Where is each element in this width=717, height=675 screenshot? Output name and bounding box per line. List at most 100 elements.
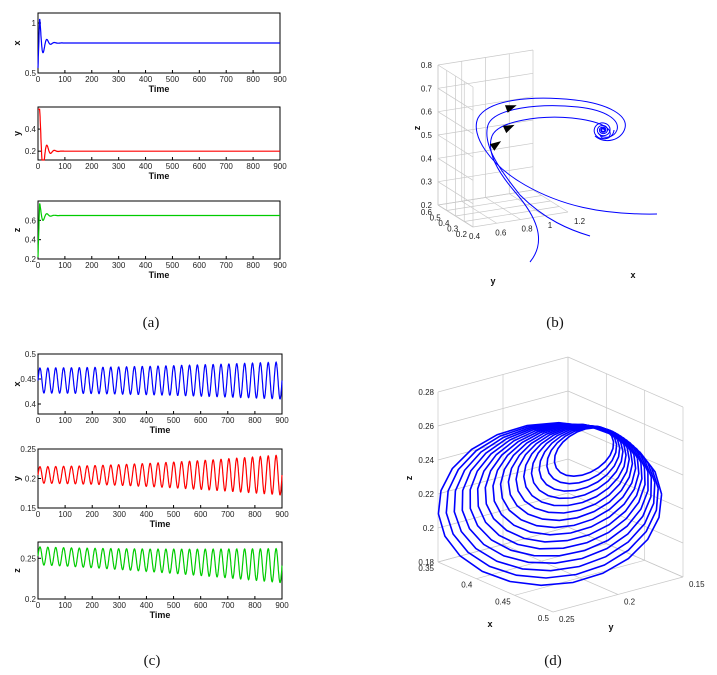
panel-c-xtick-label: 800 (248, 601, 262, 610)
panel-a-xtick-label: 400 (139, 75, 153, 84)
panel-a-xlabel: Time (149, 84, 170, 94)
panel-c-xtick-label: 800 (248, 510, 262, 519)
panel-a-xtick-label: 400 (139, 162, 153, 171)
panel-b-grid-line (464, 206, 560, 222)
panel-d-zlabel: z (404, 475, 414, 480)
panel-a-xtick-label: 500 (166, 162, 180, 171)
panel-b-ytick-label: 0.3 (447, 225, 459, 234)
panel-c-ytick-label: 0.25 (20, 554, 36, 563)
panel-a-xlabel: Time (149, 171, 170, 181)
panel-a-xtick-label: 900 (273, 162, 287, 171)
panel-d-xtick-label: 0.35 (418, 564, 434, 573)
panel-b-spiral (593, 122, 615, 140)
panel-b-ytick-label: 0.4 (438, 219, 450, 228)
panel-c-xtick-label: 500 (167, 510, 181, 519)
panel-c-xtick-label: 100 (58, 601, 72, 610)
panel-c-subplot-y: 0 100 200 300 400 500 600 700 800 900 Time 0.15 0.2 0… (12, 445, 289, 529)
panel-b-ytick-label: 0.5 (430, 214, 442, 223)
panel-c-ylabel: y (12, 476, 22, 481)
panel-b-ytick-label: 0.6 (421, 208, 433, 217)
panel-c-ytick-label: 0.45 (20, 375, 36, 384)
panel-b-trajectory (475, 97, 658, 215)
panel-a-ylabel: x (12, 40, 22, 45)
panel-c-xtick-label: 200 (86, 601, 100, 610)
panel-c-xlabel: Time (150, 610, 171, 620)
panel-a-axes-y (37, 106, 281, 161)
panel-a-xtick-label: 800 (246, 75, 260, 84)
panel-c-xtick-label: 700 (221, 601, 235, 610)
panel-a-xtick-label: 500 (166, 261, 180, 270)
panel-c-ytick-label: 0.2 (25, 595, 37, 604)
panel-a-series-y (38, 108, 280, 161)
panel-b-ztick-label: 0.6 (421, 108, 433, 117)
panel-a-xtick-label: 800 (246, 162, 260, 171)
caption-a: (a) (143, 315, 160, 331)
panel-a-axes-z (37, 200, 281, 260)
panel-a-ytick-label: 0.2 (25, 147, 37, 156)
panel-c-xtick-label: 600 (194, 601, 208, 610)
panel-a-ytick-label: 0.6 (25, 216, 37, 225)
panel-c-xtick-label: 700 (221, 416, 235, 425)
panel-a-xtick-label: 600 (193, 75, 207, 84)
panel-c-xtick-label: 900 (275, 416, 289, 425)
panel-d-ztick-label: 0.28 (418, 388, 434, 397)
panel-c-ytick-label: 0.2 (25, 475, 37, 484)
panel-c-xlabel: Time (150, 519, 171, 529)
panel-c-xtick-label: 400 (140, 510, 154, 519)
panel-d-ylabel: y (608, 622, 613, 632)
panel-b-xtick-label: 1.2 (574, 217, 586, 226)
panel-a-xtick-label: 900 (273, 261, 287, 270)
panel-a-xtick-label: 700 (220, 75, 234, 84)
panel-b-ztick-label: 0.5 (421, 131, 433, 140)
panel-d-grid-line (437, 356, 569, 393)
panel-b-grid-line (437, 88, 474, 111)
panel-c-series-z (37, 546, 283, 584)
panel-a-xtick-label: 700 (220, 261, 234, 270)
panel-a-xtick-label: 100 (58, 75, 72, 84)
panel-c-xtick-label: 500 (167, 601, 181, 610)
panel-b-grid-line (437, 96, 534, 113)
panel-b-ztick-label: 0.3 (421, 178, 433, 187)
panel-c-subplot-z: 0 100 200 300 400 500 600 700 800 900 Time 0.2 0.25 z (12, 541, 289, 620)
panel-a-xtick-label: 900 (273, 75, 287, 84)
panel-b-ytick-label: 0.2 (456, 230, 468, 239)
panel-a-xtick-label: 100 (58, 261, 72, 270)
panel-a-xtick-label: 0 (36, 162, 41, 171)
panel-c-ytick-label: 0.15 (20, 504, 36, 513)
panel-a-xtick-label: 500 (166, 75, 180, 84)
panel-c-xtick-label: 0 (36, 510, 41, 519)
panel-b-xlabel: x (630, 270, 635, 280)
panel-b-ztick-label: 0.2 (421, 201, 433, 210)
panel-a-xtick-label: 300 (112, 261, 126, 270)
panel-b-direction-arrow (504, 105, 517, 113)
panel-a-xtick-label: 600 (193, 162, 207, 171)
panel-d-grid-line (437, 390, 569, 427)
panel-b-ylabel: y (490, 276, 495, 286)
panel-b-ztick-label: 0.7 (421, 84, 433, 93)
panel-a-xtick-label: 800 (246, 261, 260, 270)
panel-a-ytick-label: 0.2 (25, 255, 37, 264)
panel-a-ytick-label: 0.4 (25, 236, 37, 245)
panel-a-ylabel: z (12, 227, 22, 232)
panel-c-xtick-label: 500 (167, 416, 181, 425)
panel-d-grid-line (567, 356, 684, 408)
panel-a-ytick-label: 1 (32, 19, 37, 28)
panel-a-xtick-label: 400 (139, 261, 153, 270)
panel-c-xtick-label: 100 (58, 510, 72, 519)
panel-c-xtick-label: 200 (86, 416, 100, 425)
panel-a-subplot-x: 0 100 200 300 400 500 600 700 800 900 Time 0.5 1 x (12, 12, 287, 94)
caption-d: (d) (544, 653, 562, 669)
panel-b-grid-line (437, 111, 474, 134)
panel-c-xtick-label: 600 (194, 416, 208, 425)
panel-c-xtick-label: 900 (275, 601, 289, 610)
panel-c-xtick-label: 800 (248, 416, 262, 425)
panel-a-xtick-label: 200 (85, 162, 99, 171)
panel-d-loop (437, 421, 663, 587)
caption-c: (c) (144, 653, 161, 669)
panel-a-xtick-label: 0 (36, 75, 41, 84)
panel-c-xtick-label: 200 (86, 510, 100, 519)
panel-d-ztick-label: 0.26 (418, 422, 434, 431)
panel-d-phase-portrait: 0.18 0.2 0.22 0.24 0.26 0.28 0.35 0.4 0.45 0.5 0.2… (404, 356, 705, 632)
panel-a-xtick-label: 200 (85, 261, 99, 270)
panel-a-xtick-label: 600 (193, 261, 207, 270)
